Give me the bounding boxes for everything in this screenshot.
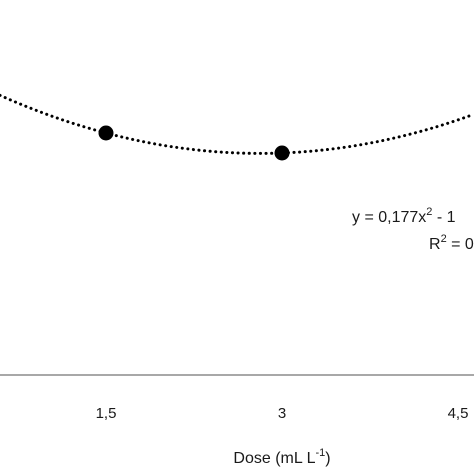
equation-exponent: 2 [426,206,432,218]
x-tick-label: 1,5 [96,405,117,422]
x-tick-label: 3 [278,405,286,422]
trendline-equation: y = 0,177x2 - 1 [352,206,456,226]
x-axis-label-superscript: -1 [316,447,326,459]
equation-rest: - 1 [432,209,455,226]
r-squared: R2 = 0 [429,233,474,253]
x-tick-label: 4,5 [448,405,469,422]
data-point [274,145,290,161]
data-points [98,125,290,161]
x-axis-label-suffix: ) [325,450,330,467]
equation-prefix: y = 0,177x [352,209,426,226]
r-squared-exponent: 2 [441,233,447,245]
trendline [0,93,474,155]
r-squared-rest: = 0 [447,236,474,253]
x-axis-label-text: Dose (mL L [233,450,315,467]
x-tick-labels: 1,5 3 4,5 [96,405,469,422]
plot-area [0,93,474,161]
data-point [98,125,114,141]
r-squared-prefix: R [429,236,441,253]
x-axis-label: Dose (mL L-1) [233,447,330,467]
